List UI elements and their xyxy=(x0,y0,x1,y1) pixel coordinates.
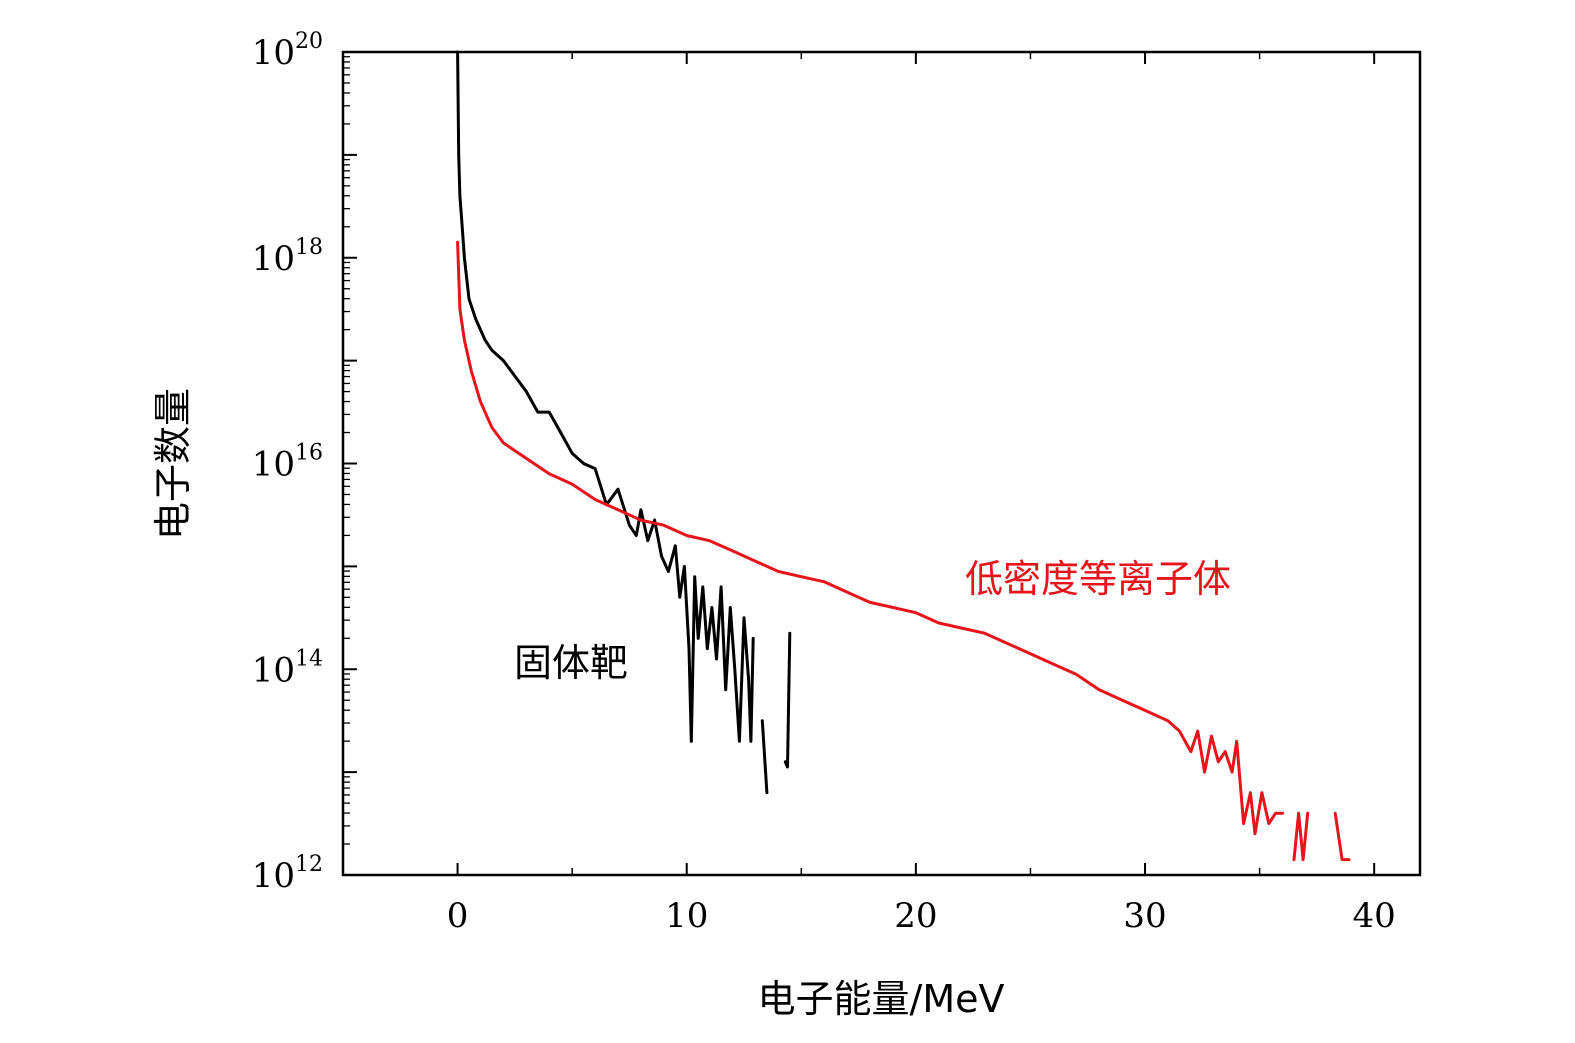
plot-frame xyxy=(341,50,1422,877)
series-low-density-plasma-segment-2 xyxy=(1333,811,1351,862)
x-tick-label: 0 xyxy=(447,896,469,936)
y-tick-label: 1014 xyxy=(252,646,323,690)
series-layer xyxy=(456,50,1351,862)
series-solid-target-segment-0 xyxy=(456,50,755,743)
series-low-density-plasma-segment-1 xyxy=(1292,811,1310,862)
x-tick-label: 10 xyxy=(665,896,708,936)
y-tick-label: 1020 xyxy=(252,29,323,73)
annotation-solid-target: 固体靶 xyxy=(514,641,628,685)
x-tick-label: 30 xyxy=(1123,896,1166,936)
x-tick-label: 20 xyxy=(894,896,937,936)
x-axis-title: 电子能量/MeV xyxy=(758,977,1005,1021)
series-solid-target-segment-2 xyxy=(783,631,792,769)
x-tick-label: 40 xyxy=(1353,896,1396,936)
y-tick-label: 1012 xyxy=(252,852,323,896)
annotation-low-density-plasma: 低密度等离子体 xyxy=(965,557,1231,601)
y-tick-label: 1016 xyxy=(252,441,323,485)
series-solid-target-segment-1 xyxy=(760,719,769,795)
series-low-density-plasma-segment-0 xyxy=(456,240,1284,836)
ticks-layer xyxy=(342,51,1376,876)
y-tick-label: 1018 xyxy=(252,235,323,279)
y-axis-title: 电子数量 xyxy=(151,388,195,540)
